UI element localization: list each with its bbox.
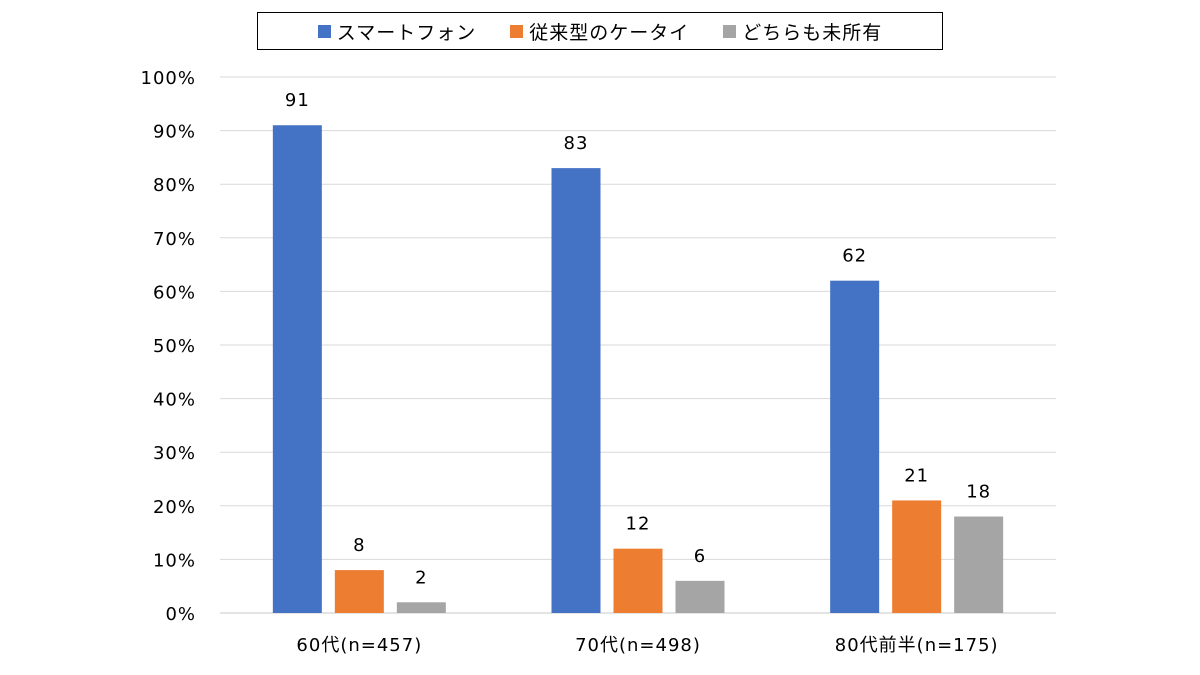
y-tick-label: 0% — [165, 604, 196, 625]
bar — [675, 580, 725, 613]
x-tick-label: 60代(n=457) — [296, 635, 422, 656]
data-label: 12 — [626, 514, 651, 535]
data-label: 83 — [564, 133, 589, 154]
bar — [892, 500, 942, 613]
y-tick-label: 50% — [153, 336, 196, 357]
legend-label-smartphone: スマートフォン — [336, 21, 477, 44]
y-tick-label: 80% — [153, 175, 196, 196]
bar — [551, 168, 601, 613]
x-axis: 60代(n=457) 70代(n=498) 80代前半(n=175) — [296, 635, 999, 656]
legend-swatch-feature-phone — [510, 24, 524, 38]
bar — [272, 125, 322, 614]
legend-label-feature-phone: 従来型のケータイ — [529, 21, 690, 44]
legend-swatch-smartphone — [317, 24, 331, 38]
bar — [334, 570, 384, 613]
data-labels: 91 8 2 83 12 6 62 21 18 — [285, 90, 991, 588]
legend-item-feature-phone: 従来型のケータイ — [510, 18, 689, 45]
y-tick-label: 30% — [153, 443, 196, 464]
bars — [272, 125, 1004, 614]
bar — [613, 548, 663, 613]
data-label: 91 — [285, 90, 310, 111]
y-tick-label: 40% — [153, 390, 196, 411]
chart-legend: スマートフォン 従来型のケータイ どちらも未所有 — [257, 12, 943, 50]
data-label: 62 — [842, 246, 867, 267]
y-axis: 0% 10% 20% 30% 40% 50% 60% 70% 80% 90% 100% — [141, 68, 196, 625]
bar — [396, 602, 446, 613]
data-label: 8 — [353, 535, 365, 556]
data-label: 18 — [966, 482, 991, 503]
legend-label-none: どちらも未所有 — [742, 21, 883, 44]
bar — [830, 280, 880, 613]
grid-lines — [220, 76, 1056, 614]
data-label: 6 — [694, 546, 706, 567]
y-tick-label: 10% — [153, 550, 196, 571]
y-tick-label: 100% — [141, 68, 196, 89]
x-tick-label: 70代(n=498) — [575, 635, 701, 656]
legend-swatch-none — [723, 24, 737, 38]
data-label: 21 — [904, 465, 929, 486]
data-label: 2 — [415, 567, 427, 588]
x-tick-label: 80代前半(n=175) — [835, 635, 999, 656]
legend-item-none: どちらも未所有 — [723, 18, 882, 45]
bar — [954, 516, 1004, 613]
y-tick-label: 20% — [153, 497, 196, 518]
y-tick-label: 90% — [153, 122, 196, 143]
y-tick-label: 70% — [153, 229, 196, 250]
legend-item-smartphone: スマートフォン — [317, 18, 477, 45]
y-tick-label: 60% — [153, 282, 196, 303]
